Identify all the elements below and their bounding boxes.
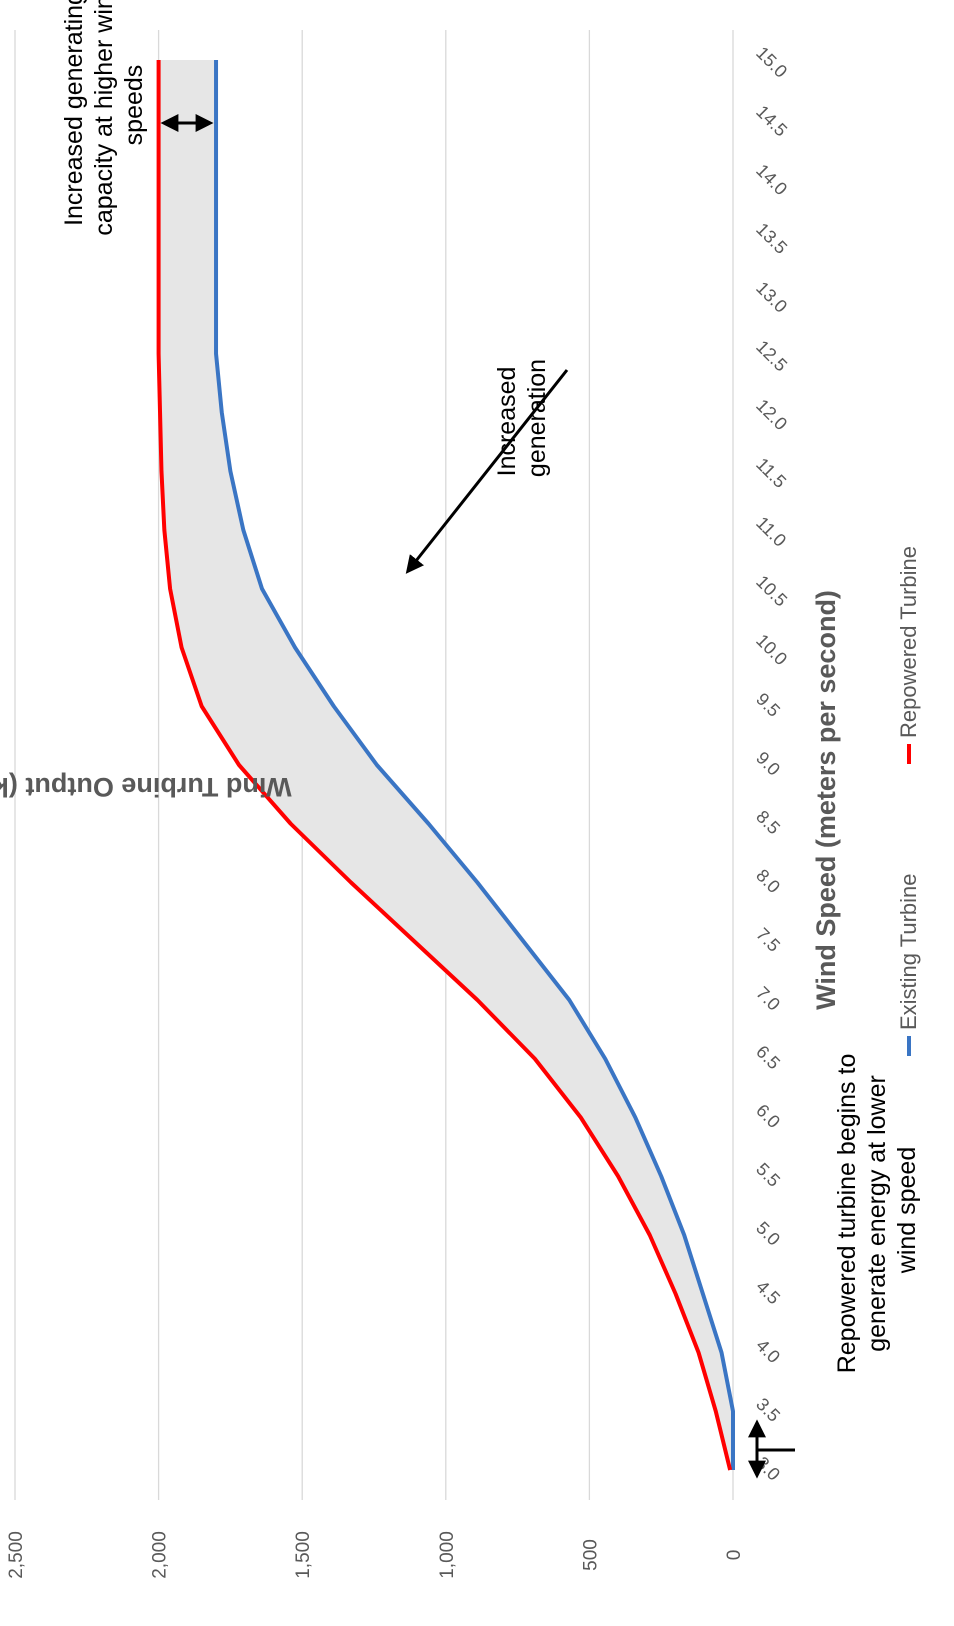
x-tick-label: 13.0 bbox=[752, 278, 791, 317]
x-tick-label: 13.5 bbox=[752, 219, 791, 258]
annotation-3-line-1: Increased generating bbox=[60, 0, 88, 226]
y-tick-label: 0 bbox=[724, 1550, 745, 1561]
y-tick-label: 1,000 bbox=[437, 1531, 458, 1579]
y-tick-label: 1,500 bbox=[293, 1531, 314, 1579]
series-repowered-turbine bbox=[156, 60, 733, 1471]
x-tick-label: 14.5 bbox=[752, 101, 791, 140]
series-existing-turbine bbox=[214, 60, 735, 1470]
x-tick-label: 12.0 bbox=[752, 395, 791, 434]
legend: Existing Turbine Repowered Turbine bbox=[896, 546, 921, 1056]
annotation-1-line-1: Repowered turbine begins to bbox=[833, 1054, 861, 1374]
x-tick-label: 11.5 bbox=[752, 454, 790, 492]
annotation-higher-capacity: Increased generating capacity at higher … bbox=[60, 0, 214, 236]
annotation-3-line-2: capacity at higher wind bbox=[90, 0, 118, 236]
x-tick-label: 9.5 bbox=[752, 689, 784, 721]
x-tick-label: 10.0 bbox=[752, 630, 791, 669]
increased-generation-fill bbox=[158, 60, 734, 1470]
x-tick-label: 9.0 bbox=[752, 748, 784, 780]
y-tick-label: 2,000 bbox=[150, 1531, 171, 1579]
x-tick-label: 7.5 bbox=[752, 924, 784, 956]
x-tick-label: 11.0 bbox=[752, 513, 790, 551]
x-tick-label: 15.0 bbox=[752, 43, 791, 82]
x-tick-label: 7.0 bbox=[752, 983, 784, 1015]
x-tick-label: 8.5 bbox=[752, 806, 784, 838]
x-tick-label: 6.5 bbox=[752, 1041, 784, 1073]
x-tick-label: 3.5 bbox=[752, 1394, 784, 1426]
svg-text:Increased generating cap: Increased generating capacity at higher … bbox=[60, 0, 148, 236]
y-axis-title: Wind Turbine Output (kilowatts) bbox=[0, 772, 292, 802]
x-tick-label: 8.0 bbox=[752, 865, 784, 897]
annotation-increased-generation: Increased generation bbox=[405, 359, 569, 574]
legend-label-repowered: Repowered Turbine bbox=[896, 546, 921, 738]
x-tick-label: 4.5 bbox=[752, 1276, 784, 1308]
annotation-lower-wind-speed: Repowered turbine begins to generate ene… bbox=[748, 1047, 921, 1479]
x-tick-label: 4.0 bbox=[752, 1335, 784, 1367]
annotation-1-line-3: wind speed bbox=[893, 1147, 921, 1274]
x-tick-label: 14.0 bbox=[752, 160, 791, 199]
y-tick-label: 2,500 bbox=[6, 1531, 27, 1579]
x-tick-label: 6.0 bbox=[752, 1100, 784, 1132]
annotation-1-line-2: generate energy at lower bbox=[863, 1075, 891, 1352]
x-tick-label: 5.0 bbox=[752, 1218, 784, 1250]
x-axis-title: Wind Speed (meters per second) bbox=[811, 590, 841, 1010]
y-tick-label: 500 bbox=[580, 1539, 601, 1571]
annotation-3-line-3: speeds bbox=[120, 65, 148, 146]
x-tick-label: 10.5 bbox=[752, 571, 791, 610]
x-tick-label: 12.5 bbox=[752, 336, 791, 375]
fill-region bbox=[158, 60, 734, 1470]
x-tick-label: 5.5 bbox=[752, 1159, 784, 1191]
svg-text:Repowered turbine begins to: Repowered turbine begins to generate ene… bbox=[833, 1047, 921, 1374]
legend-label-existing: Existing Turbine bbox=[896, 873, 921, 1030]
svg-text:Increased generation: Increased generation bbox=[493, 359, 551, 477]
annotation-2-arrow bbox=[405, 369, 569, 574]
series-lines bbox=[156, 60, 735, 1471]
